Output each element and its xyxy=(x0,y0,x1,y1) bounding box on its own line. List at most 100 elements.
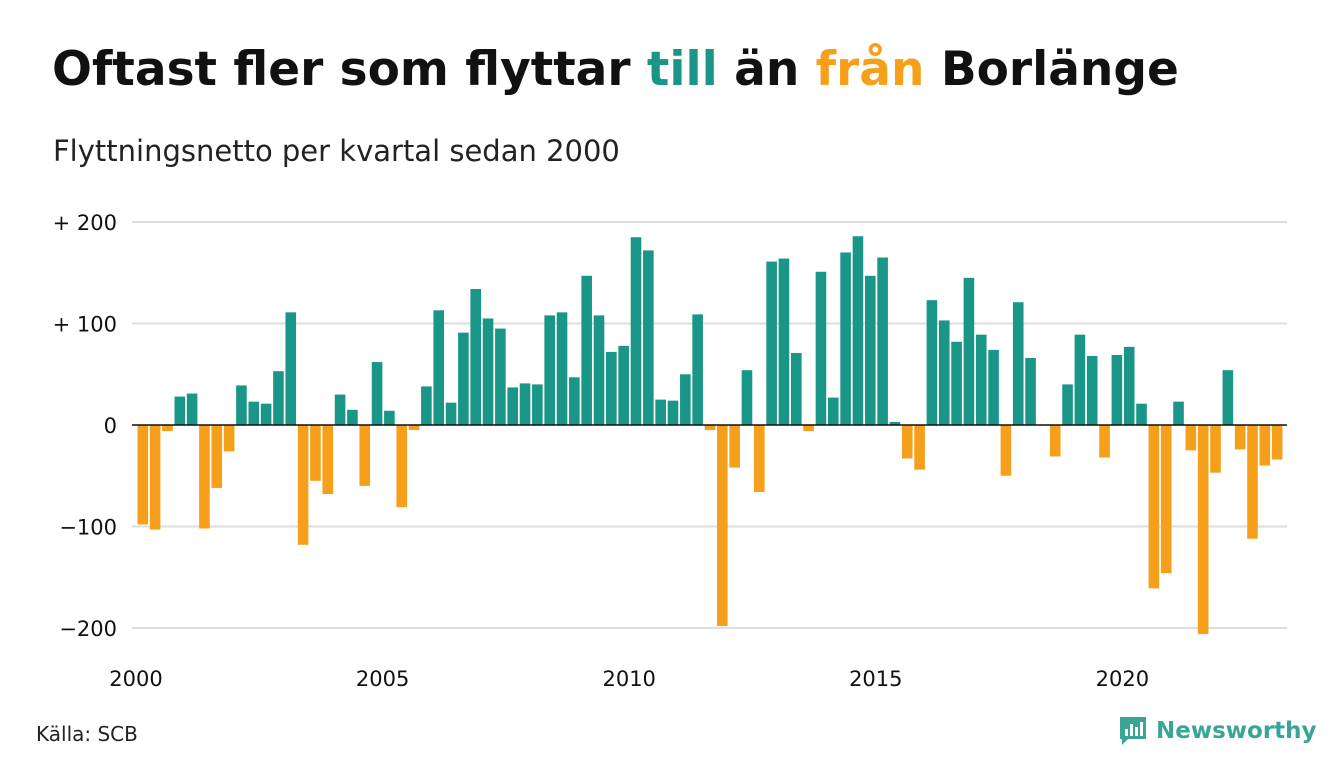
bar xyxy=(803,425,814,432)
bar xyxy=(507,387,518,425)
bar xyxy=(717,425,728,626)
bar xyxy=(1000,425,1012,476)
bar xyxy=(322,425,334,495)
bar xyxy=(1271,425,1283,460)
bar xyxy=(544,315,555,425)
source-note: Källa: SCB xyxy=(36,722,138,746)
bar xyxy=(1086,355,1098,425)
x-tick-label: 2005 xyxy=(356,667,409,691)
bar xyxy=(421,386,432,425)
bar xyxy=(470,288,482,425)
bar xyxy=(630,237,642,425)
chart-subtitle: Flyttningsnetto per kvartal sedan 2000 xyxy=(53,134,620,168)
bar xyxy=(877,257,888,425)
title-part-5: Borlänge xyxy=(924,42,1179,97)
bar xyxy=(137,425,149,525)
bar xyxy=(519,383,531,425)
bar xyxy=(149,425,161,530)
bar xyxy=(655,399,666,426)
bar xyxy=(334,394,346,425)
bar xyxy=(1222,370,1234,425)
bar xyxy=(1197,425,1209,635)
bar xyxy=(396,425,408,508)
bar xyxy=(593,315,605,425)
bar xyxy=(926,300,938,425)
bar xyxy=(408,425,420,431)
bar xyxy=(310,425,321,481)
bar xyxy=(914,425,925,470)
bar xyxy=(754,425,765,492)
bar xyxy=(1210,425,1221,473)
bar xyxy=(236,385,247,425)
bar xyxy=(1247,425,1258,539)
bar xyxy=(938,320,950,425)
bar xyxy=(1234,425,1246,450)
bar xyxy=(458,332,469,425)
bar xyxy=(581,275,592,425)
bar xyxy=(1012,302,1024,425)
bar xyxy=(248,401,260,425)
bar xyxy=(951,341,962,425)
title-highlight-till: till xyxy=(646,42,718,97)
bar xyxy=(211,425,223,488)
bar xyxy=(199,425,210,529)
bar xyxy=(864,275,876,425)
bar xyxy=(852,236,864,425)
bar xyxy=(680,374,691,425)
x-axis-labels: 2000 2005 2010 2015 2020 xyxy=(109,667,1149,691)
bar xyxy=(1173,401,1184,425)
bar xyxy=(766,261,777,425)
bar xyxy=(704,425,716,431)
bar xyxy=(495,328,506,425)
gridlines xyxy=(132,221,1287,629)
bar xyxy=(532,384,543,425)
bar xyxy=(729,425,740,468)
bar xyxy=(606,351,617,425)
x-tick-label: 2015 xyxy=(849,667,902,691)
bar xyxy=(1111,354,1123,425)
bar xyxy=(692,314,703,425)
bar xyxy=(790,352,802,425)
bar xyxy=(889,421,901,425)
bar xyxy=(1259,425,1271,466)
bar xyxy=(1025,358,1036,425)
logo-text: Newsworthy xyxy=(1156,718,1317,744)
bar xyxy=(827,397,839,425)
bar xyxy=(840,252,851,425)
bar xyxy=(741,370,753,425)
x-tick-label: 2000 xyxy=(109,667,162,691)
bar xyxy=(297,425,309,545)
bar xyxy=(371,362,383,425)
bar xyxy=(482,318,494,425)
newsworthy-logo[interactable]: Newsworthy xyxy=(1118,715,1317,747)
bar xyxy=(667,400,679,425)
bar xyxy=(162,425,173,432)
bar xyxy=(569,377,580,425)
title-highlight-fran: från xyxy=(815,42,925,97)
bar xyxy=(384,410,395,425)
bar xyxy=(1049,425,1061,457)
x-tick-label: 2010 xyxy=(602,667,655,691)
bar xyxy=(186,393,198,425)
newsworthy-logo-icon xyxy=(1120,717,1146,745)
bar xyxy=(1062,384,1073,425)
bar xyxy=(1185,425,1197,451)
bar xyxy=(988,349,999,425)
title-part-3: än xyxy=(717,42,816,97)
y-axis-labels: + 200 + 100 0 −100 −200 xyxy=(53,211,117,641)
bar xyxy=(815,271,827,425)
y-tick-label: + 200 xyxy=(53,211,117,235)
bar xyxy=(963,277,975,425)
y-tick-label: −100 xyxy=(59,516,117,540)
title-part-1: Oftast fler som flyttar xyxy=(52,42,647,97)
y-tick-label: 0 xyxy=(104,414,117,438)
bar xyxy=(273,371,284,425)
bar xyxy=(174,396,186,425)
bar xyxy=(285,312,297,425)
bar xyxy=(1123,346,1135,425)
y-tick-label: + 100 xyxy=(53,313,117,337)
bar xyxy=(359,425,371,486)
bar xyxy=(643,250,654,425)
bar xyxy=(260,403,272,425)
